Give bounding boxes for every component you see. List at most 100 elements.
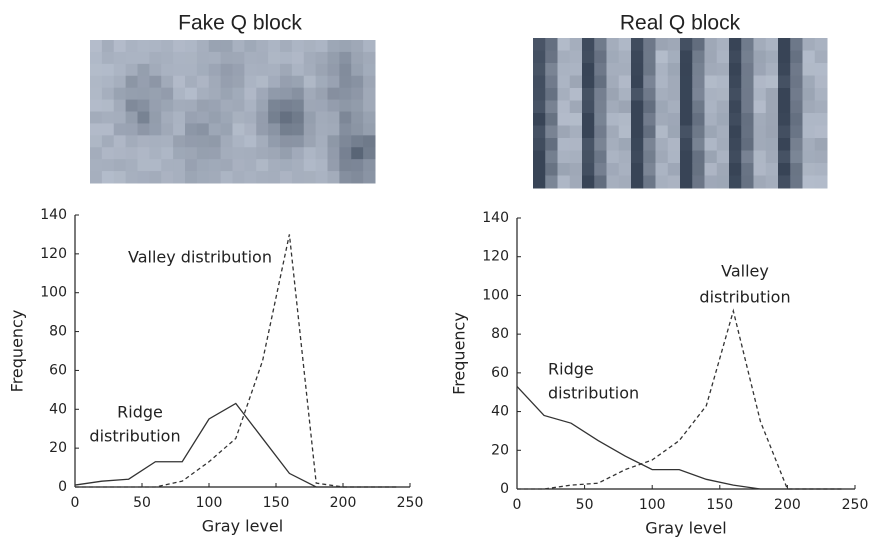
- pixel: [680, 63, 693, 76]
- pixel: [618, 125, 632, 139]
- pixel: [643, 50, 656, 64]
- pixel: [716, 75, 730, 89]
- pixel: [753, 100, 767, 114]
- x-tick-label: 150: [706, 497, 733, 513]
- pixel: [315, 147, 328, 160]
- pixel: [753, 175, 767, 189]
- pixel: [351, 99, 364, 112]
- pixel: [280, 123, 293, 136]
- pixel: [185, 171, 198, 184]
- pixel: [667, 125, 681, 139]
- pixel: [256, 75, 269, 89]
- pixel: [232, 135, 245, 148]
- pixel: [185, 63, 198, 77]
- pixel: [618, 88, 632, 101]
- pixel: [208, 123, 222, 136]
- pixel: [303, 75, 317, 89]
- pixel: [545, 75, 558, 89]
- pixel: [582, 75, 595, 89]
- pixel: [582, 163, 595, 176]
- pixel: [569, 38, 583, 51]
- pixel: [256, 171, 269, 184]
- pixel: [814, 75, 828, 89]
- pixel: [149, 75, 162, 89]
- pixel: [729, 75, 742, 89]
- pixel: [569, 138, 583, 151]
- pixel: [802, 63, 816, 76]
- pixel: [716, 163, 730, 176]
- pixel: [790, 38, 803, 51]
- pixel: [149, 51, 162, 65]
- pixel: [790, 50, 803, 64]
- pixel: [244, 75, 257, 89]
- pixel: [778, 38, 791, 51]
- pixel: [765, 113, 779, 126]
- pixel: [741, 75, 754, 89]
- pixel: [208, 147, 222, 160]
- pixel: [594, 38, 607, 51]
- pixel: [655, 125, 669, 139]
- pixel: [339, 171, 352, 184]
- pixel: [778, 163, 791, 176]
- pixel: [303, 171, 317, 184]
- pixel: [244, 123, 257, 136]
- pixel: [618, 50, 632, 64]
- pixel: [208, 75, 222, 89]
- pixel: [814, 50, 828, 64]
- pixel: [363, 63, 376, 77]
- pixel: [268, 51, 281, 65]
- pixel: [90, 63, 103, 77]
- pixel: [790, 88, 803, 101]
- pixel: [303, 51, 317, 65]
- pixel: [232, 147, 245, 160]
- pixel: [545, 125, 558, 139]
- y-tick-label: 0: [58, 479, 67, 495]
- y-axis-label: Frequency: [8, 310, 27, 393]
- pixel: [594, 113, 607, 126]
- pixel: [631, 50, 644, 64]
- pixel: [327, 75, 340, 89]
- pixel: [220, 87, 233, 101]
- pixel: [220, 51, 233, 65]
- annotation: distribution: [699, 288, 790, 307]
- pixel: [232, 51, 245, 65]
- pixel: [339, 51, 352, 65]
- pixel: [655, 138, 669, 151]
- image-block: [533, 38, 828, 189]
- pixel: [363, 87, 376, 101]
- pixel: [606, 163, 620, 176]
- pixel: [137, 63, 150, 77]
- pixel: [545, 38, 558, 51]
- pixel: [208, 51, 222, 65]
- pixel: [137, 171, 150, 184]
- pixel: [667, 38, 681, 51]
- pixel: [268, 123, 281, 136]
- pixel: [533, 150, 546, 164]
- pixel: [101, 99, 115, 112]
- pixel: [716, 138, 730, 151]
- pixel: [802, 50, 816, 64]
- pixel: [339, 147, 352, 160]
- pixel: [220, 147, 233, 160]
- pixel: [125, 147, 138, 160]
- pixel: [802, 38, 816, 51]
- pixel: [137, 51, 150, 65]
- pixel: [618, 38, 632, 51]
- pixel: [149, 159, 162, 172]
- pixel: [149, 87, 162, 101]
- pixel: [594, 75, 607, 89]
- pixel: [173, 40, 186, 53]
- pixel: [161, 87, 174, 101]
- pixel: [729, 163, 742, 176]
- pixel: [545, 113, 558, 126]
- pixel: [327, 40, 340, 53]
- pixel: [704, 63, 718, 76]
- pixel: [545, 138, 558, 151]
- pixel: [232, 99, 245, 112]
- pixel: [692, 75, 705, 89]
- pixel: [765, 150, 779, 164]
- pixel: [363, 111, 376, 124]
- pixel: [256, 40, 269, 53]
- pixel: [244, 99, 257, 112]
- pixel: [173, 63, 186, 77]
